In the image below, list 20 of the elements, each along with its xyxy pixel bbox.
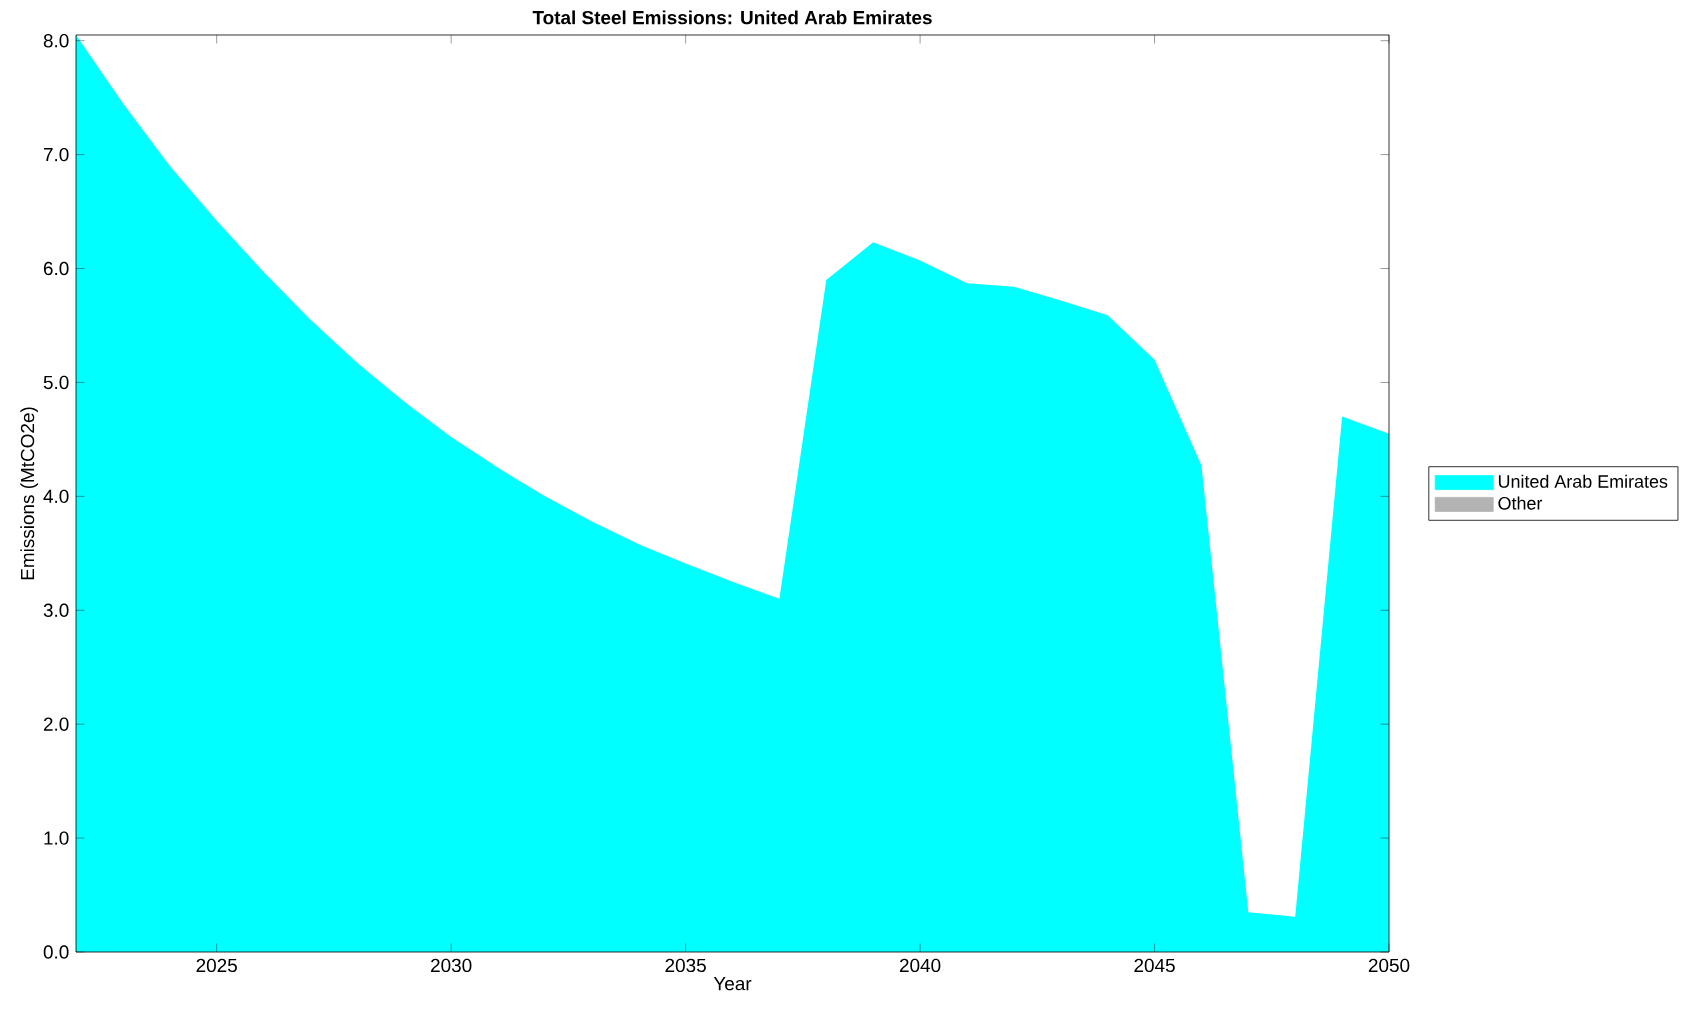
chart-title: Total Steel Emissions: United Arab Emirates: [532, 10, 932, 25]
y-tick-label: 8.0: [43, 33, 69, 48]
x-tick-label: 2050: [1368, 958, 1410, 973]
x-tick-label: 2030: [431, 958, 472, 973]
y-tick-label: 6.0: [43, 261, 69, 276]
y-tick-label: 3.0: [43, 603, 69, 617]
legend-label: Other: [1498, 496, 1543, 510]
x-tick-label: 2035: [665, 958, 706, 973]
y-tick-label: 0.0: [43, 945, 69, 959]
x-tick-label: 2045: [1134, 958, 1175, 973]
legend-label: United Arab Emirates: [1498, 474, 1668, 488]
x-axis-title: Year: [713, 977, 752, 991]
x-tick-label: 2040: [899, 958, 941, 973]
y-tick-label: 2.0: [43, 717, 69, 731]
y-tick-label: 5.0: [43, 375, 69, 390]
x-tick-label: 2025: [196, 958, 237, 973]
y-tick-label: 4.0: [43, 489, 69, 504]
y-axis-title: Emissions (MtCO2e): [20, 407, 38, 580]
y-tick-label: 7.0: [43, 147, 69, 162]
y-tick-label: 1.0: [44, 831, 69, 845]
